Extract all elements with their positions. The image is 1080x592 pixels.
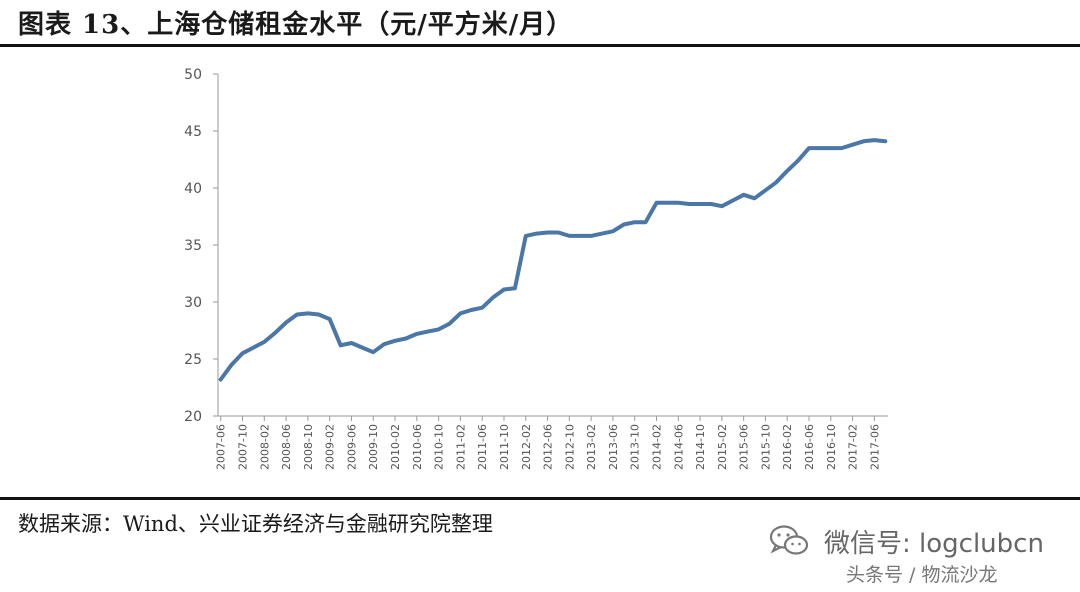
y-tick-label: 35	[184, 238, 202, 254]
line-chart: 20 25 30 35 40 45 50 2007-06 2007-10 2008-02 2008…	[184, 67, 888, 470]
watermark-subtext: 头条号 / 物流沙龙	[846, 564, 998, 586]
x-tick-label: 2015-02	[716, 424, 729, 470]
x-tick-label: 2012-06	[542, 424, 555, 470]
x-tick-label: 2009-10	[367, 424, 380, 470]
x-tick-label: 2017-06	[868, 424, 881, 470]
x-tick-label: 2008-02	[258, 424, 271, 470]
y-tick-label: 50	[184, 67, 202, 83]
x-tick-label: 2014-02	[650, 424, 663, 470]
x-tick-label: 2016-06	[803, 424, 816, 470]
watermark-text: 微信号: logclubcn	[824, 528, 1044, 559]
series-line	[218, 138, 888, 382]
x-tick-label: 2016-10	[825, 424, 838, 470]
x-tick-label: 2016-02	[781, 424, 794, 470]
x-tick-label: 2007-10	[237, 424, 250, 470]
x-tick-label: 2008-06	[280, 424, 293, 470]
x-tick-label: 2009-06	[345, 424, 358, 470]
y-tick-label: 45	[184, 124, 202, 140]
x-tick-label: 2007-06	[215, 424, 228, 470]
x-tick-label: 2014-10	[694, 424, 707, 470]
y-tick-label: 20	[184, 409, 202, 425]
x-tick-label: 2009-02	[324, 424, 337, 470]
chart-title: 图表 13、上海仓储租金水平（元/平方米/月）	[18, 10, 574, 40]
x-tick-label: 2012-10	[563, 424, 576, 470]
x-tick-label: 2013-06	[607, 424, 620, 470]
y-tick-label: 30	[184, 295, 202, 311]
x-axis-ticks: 2007-06 2007-10 2008-02 2008-06 2008-10 2009-…	[215, 416, 881, 470]
x-tick-label: 2011-06	[476, 424, 489, 470]
x-tick-label: 2013-02	[585, 424, 598, 470]
y-tick-label: 40	[184, 181, 202, 197]
x-tick-label: 2010-06	[411, 424, 424, 470]
x-tick-label: 2014-06	[672, 424, 685, 470]
series-layer	[218, 138, 888, 382]
x-tick-label: 2013-10	[629, 424, 642, 470]
wechat-icon	[769, 525, 809, 555]
x-tick-label: 2010-02	[389, 424, 402, 470]
y-axis-ticks: 20 25 30 35 40 45 50	[184, 67, 218, 425]
axes	[217, 74, 888, 417]
x-tick-label: 2015-06	[738, 424, 751, 470]
watermark: 微信号: logclubcn	[768, 521, 1044, 561]
x-tick-label: 2008-10	[302, 424, 315, 470]
source-note: 数据来源：Wind、兴业证券经济与金融研究院整理	[18, 512, 493, 536]
x-tick-label: 2010-10	[433, 424, 446, 470]
top-rule	[0, 44, 1080, 47]
x-tick-label: 2011-10	[498, 424, 511, 470]
bottom-rule	[0, 497, 1080, 500]
x-tick-label: 2015-10	[759, 424, 772, 470]
x-tick-label: 2017-02	[847, 424, 860, 470]
x-tick-label: 2012-02	[520, 424, 533, 470]
x-tick-label: 2011-02	[454, 424, 467, 470]
y-tick-label: 25	[184, 352, 202, 368]
